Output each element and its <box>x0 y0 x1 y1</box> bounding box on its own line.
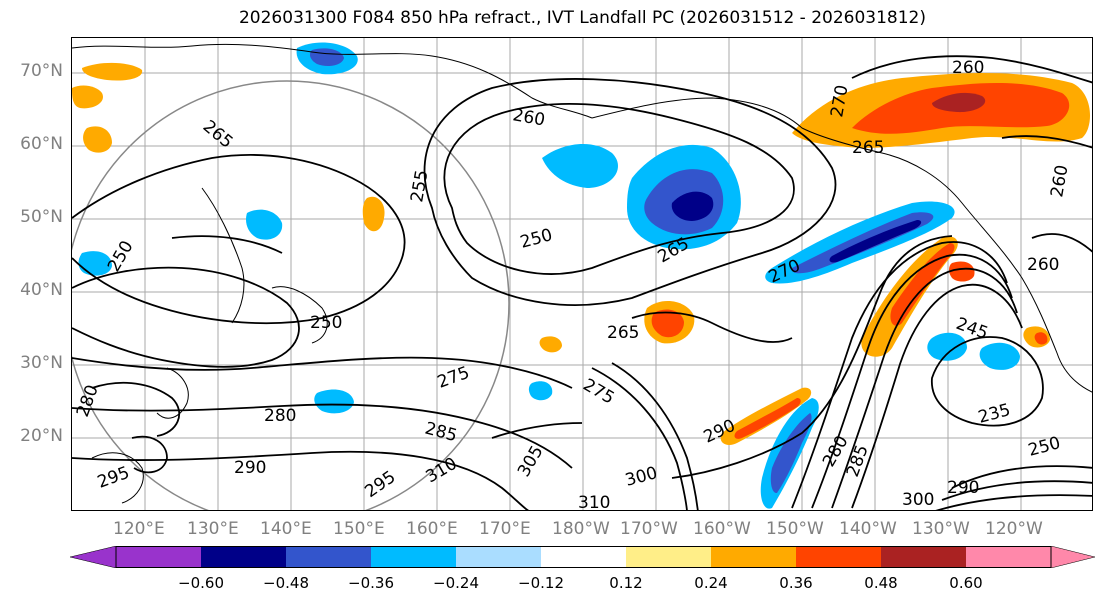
contour-label: 260 <box>511 105 546 130</box>
contour-label: 260 <box>1027 255 1059 275</box>
contour-label: 250 <box>310 313 342 333</box>
lat-label-30n: 30°N <box>20 353 63 373</box>
contour-label: 260 <box>1047 163 1072 198</box>
contour-label: 265 <box>199 117 237 153</box>
lat-label-70n: 70°N <box>20 61 63 81</box>
colorbar-tick: 0.48 <box>864 574 898 592</box>
colorbar-tick: 0.12 <box>609 574 643 592</box>
lon-label-180w: 180°W <box>552 519 610 539</box>
lon-label-120w: 120°W <box>985 519 1043 539</box>
colorbar-bin <box>711 546 796 568</box>
lon-label-140w: 140°W <box>839 519 897 539</box>
lon-label-120e: 120°E <box>113 519 165 539</box>
lat-label-40n: 40°N <box>20 280 63 300</box>
lon-label-170w: 170°W <box>620 519 678 539</box>
contour-label: 250 <box>1026 433 1063 461</box>
lon-label-170e: 170°E <box>479 519 531 539</box>
contour-label: 300 <box>623 463 660 491</box>
coastlines <box>72 43 1092 504</box>
lon-label-160e: 160°E <box>406 519 458 539</box>
colorbar-outline <box>115 546 1052 568</box>
colorbar-tick: −0.24 <box>433 574 479 592</box>
contour-label: 265 <box>607 323 639 343</box>
graticule <box>72 38 1092 510</box>
contour-label: 265 <box>852 138 884 158</box>
contour-label: 290 <box>947 478 979 498</box>
contour-label: 250 <box>518 225 555 253</box>
lon-label-150e: 150°E <box>333 519 385 539</box>
contour-label: 260 <box>952 58 984 78</box>
colorbar-bin <box>116 546 201 568</box>
lat-label-60n: 60°N <box>20 134 63 154</box>
colorbar-tick: −0.48 <box>263 574 309 592</box>
lon-label-130w: 130°W <box>912 519 970 539</box>
contour-label: 280 <box>73 382 103 419</box>
colorbar-tick: 0.24 <box>694 574 728 592</box>
anomaly-shading <box>72 42 1091 509</box>
colorbar <box>70 546 1096 568</box>
map-canvas: 265 260 270 260 260 265 250 265 270 265 … <box>72 38 1092 511</box>
contour-label: 295 <box>95 463 132 493</box>
colorbar-tick: −0.12 <box>518 574 564 592</box>
lon-label-140e: 140°E <box>260 519 312 539</box>
lon-label-160w: 160°W <box>693 519 751 539</box>
view-circle <box>72 80 510 510</box>
lat-label-50n: 50°N <box>20 207 63 227</box>
colorbar-tick: −0.36 <box>348 574 394 592</box>
contour-label: 285 <box>423 419 460 447</box>
colorbar-extend-high <box>1050 546 1096 568</box>
colorbar-bin <box>966 546 1051 568</box>
colorbar-bin <box>541 546 626 568</box>
colorbar-bin <box>456 546 541 568</box>
contour-label: 280 <box>264 406 296 426</box>
colorbar-tick: 0.36 <box>779 574 813 592</box>
colorbar-bin <box>286 546 371 568</box>
colorbar-bin <box>796 546 881 568</box>
contour-label: 305 <box>514 442 548 480</box>
contour-label: 300 <box>902 490 934 510</box>
colorbar-bin <box>371 546 456 568</box>
lon-label-130e: 130°E <box>187 519 239 539</box>
map-title: 2026031300 F084 850 hPa refract., IVT La… <box>238 8 926 28</box>
colorbar-tick: 0.60 <box>949 574 983 592</box>
lon-label-150w: 150°W <box>766 519 824 539</box>
map-panel: 265 260 270 260 260 265 250 265 270 265 … <box>71 37 1093 511</box>
colorbar-extend-low <box>70 546 117 568</box>
colorbar-bin <box>626 546 711 568</box>
colorbar-bin <box>201 546 286 568</box>
colorbar-bin <box>881 546 966 568</box>
lat-label-20n: 20°N <box>20 426 63 446</box>
colorbar-tick: −0.60 <box>178 574 224 592</box>
contours <box>72 55 1092 510</box>
contour-label: 290 <box>234 458 266 478</box>
contour-label: 310 <box>578 493 610 511</box>
contour-label: 275 <box>435 363 472 393</box>
